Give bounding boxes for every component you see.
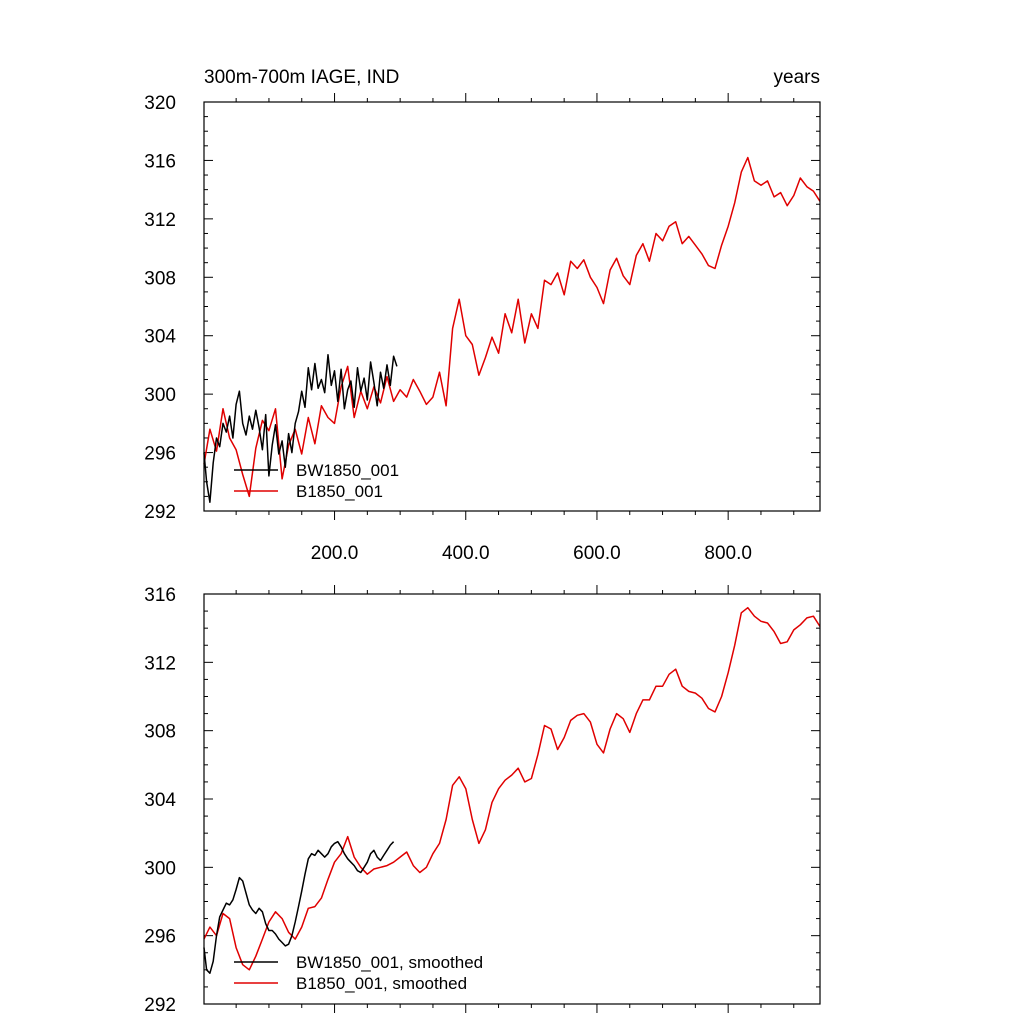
y-tick-label: 296 — [144, 927, 176, 948]
series-line-b1850-001-smoothed — [203, 606, 821, 971]
legend-label-b1850: B1850_001 — [296, 482, 383, 501]
chart-title: 300m-700m IAGE, IND — [204, 67, 399, 88]
y-tick-label: 304 — [144, 327, 176, 348]
x-tick-label: 600.0 — [573, 543, 621, 564]
y-tick-label: 292 — [144, 502, 176, 523]
bottom-plot-frame — [203, 593, 821, 1005]
bottom-panel: 292 296 300 304 308 312 316 BW1850_001, smooth… — [144, 585, 821, 1016]
y-tick-label: 312 — [144, 210, 176, 231]
top-legend: BW1850_001 B1850_001 — [234, 461, 399, 501]
y-tick-label: 304 — [144, 790, 176, 811]
units-label: years — [774, 67, 820, 88]
legend-label-bw1850: BW1850_001 — [296, 461, 399, 480]
y-tick-label: 308 — [144, 722, 176, 743]
top-x-tick-labels: 200.0 400.0 600.0 800.0 — [311, 543, 752, 564]
y-tick-label: 300 — [144, 385, 176, 406]
series-line-b1850-001 — [203, 156, 821, 498]
series-line-bw1850-001 — [203, 353, 398, 503]
series-line-bw1850-001-smoothed — [203, 840, 395, 974]
legend-label-bw1850-smoothed: BW1850_001, smoothed — [296, 953, 483, 972]
top-series-lines — [203, 156, 821, 503]
y-tick-label: 316 — [144, 151, 176, 172]
x-tick-label: 400.0 — [442, 543, 490, 564]
bottom-series-lines — [203, 606, 821, 974]
y-tick-label: 300 — [144, 858, 176, 879]
bottom-legend: BW1850_001, smoothed B1850_001, smoothed — [234, 953, 483, 993]
y-tick-label: 320 — [144, 93, 176, 114]
x-tick-label: 200.0 — [311, 543, 359, 564]
bottom-y-tick-labels: 292 296 300 304 308 312 316 — [144, 585, 176, 1016]
y-tick-label: 296 — [144, 444, 176, 465]
y-tick-label: 292 — [144, 995, 176, 1016]
legend-label-b1850-smoothed: B1850_001, smoothed — [296, 974, 467, 993]
top-panel: 300m-700m IAGE, IND years 292 296 300 304 30… — [144, 67, 821, 564]
top-y-tick-labels: 292 296 300 304 308 312 316 320 — [144, 93, 176, 523]
y-tick-label: 316 — [144, 585, 176, 606]
y-tick-label: 312 — [144, 653, 176, 674]
top-plot-frame — [203, 101, 821, 512]
x-tick-label: 800.0 — [704, 543, 752, 564]
y-tick-label: 308 — [144, 268, 176, 289]
